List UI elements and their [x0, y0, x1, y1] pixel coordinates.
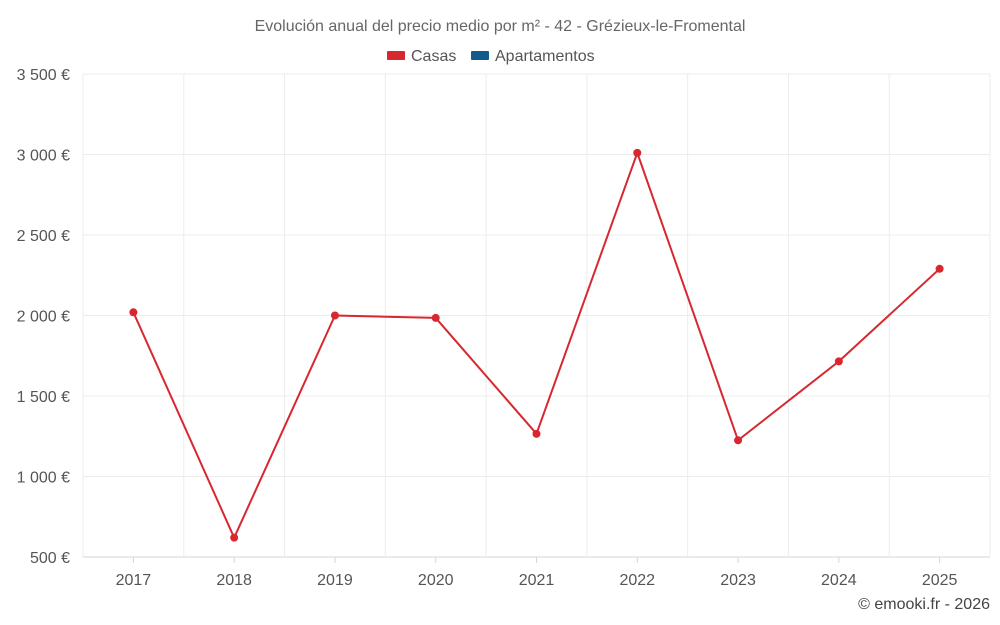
data-point-2018[interactable]	[230, 533, 239, 542]
legend-swatch-casas	[387, 51, 405, 60]
data-point-2020[interactable]	[431, 313, 440, 322]
x-tick-label: 2024	[821, 572, 857, 589]
data-point-2021[interactable]	[532, 429, 541, 438]
y-tick-label: 1 000 €	[17, 470, 70, 487]
data-point-2022[interactable]	[633, 148, 642, 157]
legend: Casas Apartamentos	[387, 48, 595, 65]
chart-title: Evolución anual del precio medio por m² …	[255, 18, 746, 35]
y-tick-label: 1 500 €	[17, 389, 70, 406]
x-tick-label: 2025	[922, 572, 958, 589]
y-tick-label: 500 €	[30, 550, 70, 567]
data-point-2019[interactable]	[330, 311, 339, 320]
x-tick-label: 2022	[619, 572, 655, 589]
series-casas	[129, 148, 944, 542]
y-tick-label: 3 000 €	[17, 148, 70, 165]
legend-swatch-apartamentos	[471, 51, 489, 60]
data-point-2023[interactable]	[734, 436, 743, 445]
y-tick-label: 2 500 €	[17, 228, 70, 245]
x-axis: 2017 2018 2019 2020 2021 2022 2023 2024 2025	[116, 557, 958, 589]
data-point-2024[interactable]	[834, 357, 843, 366]
legend-label-apartamentos: Apartamentos	[495, 48, 595, 65]
legend-item-casas[interactable]: Casas	[387, 48, 456, 65]
x-tick-label: 2019	[317, 572, 353, 589]
x-tick-label: 2020	[418, 572, 454, 589]
data-point-2025[interactable]	[935, 264, 944, 273]
x-tick-label: 2017	[116, 572, 152, 589]
series-line-casas	[132, 151, 941, 539]
legend-label-casas: Casas	[411, 48, 456, 65]
data-point-2017[interactable]	[129, 308, 138, 317]
y-axis: 500 € 1 000 € 1 500 € 2 000 € 2 500 € 3 000 €…	[17, 67, 70, 567]
grid	[82, 73, 991, 558]
x-tick-label: 2023	[720, 572, 756, 589]
y-tick-label: 3 500 €	[17, 67, 70, 84]
credit-text: © emooki.fr - 2026	[858, 596, 990, 613]
y-tick-label: 2 000 €	[17, 309, 70, 326]
x-tick-label: 2021	[519, 572, 555, 589]
legend-item-apartamentos[interactable]: Apartamentos	[471, 48, 595, 65]
x-tick-label: 2018	[216, 572, 252, 589]
